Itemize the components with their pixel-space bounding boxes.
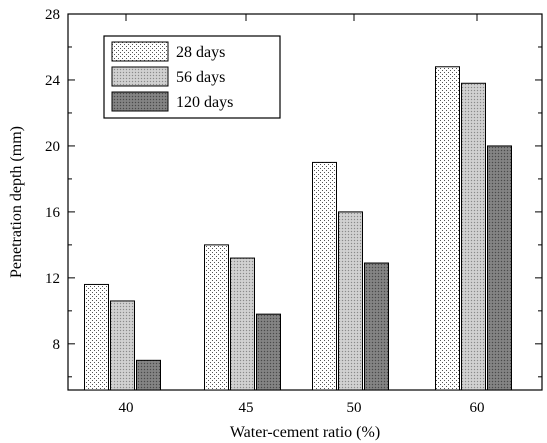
legend-swatch bbox=[111, 41, 169, 62]
y-axis: 8 12 16 20 24 28 bbox=[45, 7, 542, 378]
bar-28-days-45 bbox=[204, 244, 229, 391]
legend-swatch bbox=[111, 91, 169, 112]
bar-56-days-50 bbox=[338, 211, 363, 391]
y-axis-label: Penetration depth (mm) bbox=[8, 126, 25, 278]
x-tick-label: 60 bbox=[470, 400, 485, 416]
legend-label: 28 days bbox=[176, 44, 225, 61]
x-tick-label: 50 bbox=[347, 400, 362, 416]
legend-label: 56 days bbox=[176, 69, 225, 86]
y-tick-label: 28 bbox=[45, 7, 60, 23]
y-tick-label: 24 bbox=[45, 73, 61, 89]
legend-label: 120 days bbox=[176, 94, 233, 111]
bar-120-days-50 bbox=[364, 262, 389, 391]
y-tick-label: 12 bbox=[45, 271, 60, 287]
bar-120-days-40 bbox=[136, 359, 161, 391]
y-tick-label: 8 bbox=[53, 337, 61, 353]
bar-56-days-60 bbox=[461, 82, 486, 391]
plot-area-frame bbox=[67, 13, 543, 391]
legend-swatch bbox=[111, 66, 169, 87]
bar-120-days-60 bbox=[487, 145, 512, 391]
bar-28-days-50 bbox=[312, 161, 337, 391]
x-tick-label: 40 bbox=[119, 400, 134, 416]
legend: 28 days 56 days 120 days bbox=[103, 35, 281, 119]
bar-56-days-45 bbox=[230, 257, 255, 391]
x-tick-label: 45 bbox=[239, 400, 254, 416]
bar-28-days-60 bbox=[435, 66, 460, 391]
bar-56-days-40 bbox=[110, 300, 135, 391]
bar-120-days-45 bbox=[256, 313, 281, 391]
y-tick-label: 20 bbox=[45, 139, 60, 155]
bars-group bbox=[84, 66, 512, 391]
bar-28-days-40 bbox=[84, 283, 109, 391]
x-axis-label: Water-cement ratio (%) bbox=[230, 424, 380, 441]
y-tick-label: 16 bbox=[45, 205, 61, 221]
